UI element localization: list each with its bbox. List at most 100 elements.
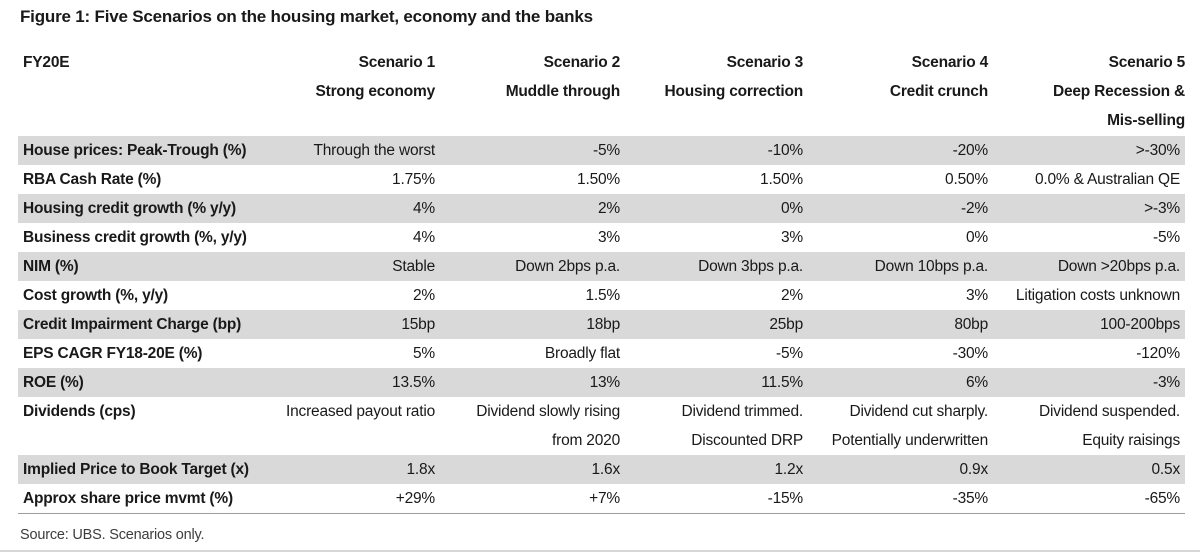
row-label: NIM (%) bbox=[23, 258, 79, 275]
cell-value: >-30% bbox=[1135, 142, 1180, 159]
cell-value: 0.50% bbox=[945, 171, 988, 188]
cell-value: 6% bbox=[965, 374, 988, 391]
table-row: ROE (%) 13.5% 13% 11.5% 6% -3% bbox=[18, 368, 1185, 397]
cell-value: 2% bbox=[412, 287, 435, 304]
cell-value: 3% bbox=[780, 229, 803, 246]
cell-value: 4% bbox=[412, 229, 435, 246]
cell-value: Dividend cut sharply. Potentially underw… bbox=[831, 403, 989, 449]
cell-value: 0% bbox=[965, 229, 988, 246]
header-cell-scenario-2: Scenario 2 Muddle through bbox=[435, 48, 620, 136]
cell-value: 13% bbox=[589, 374, 621, 391]
cell-value: 0.5x bbox=[1151, 461, 1181, 478]
cell-value: -65% bbox=[988, 484, 1185, 514]
row-label: Business credit growth (%, y/y) bbox=[23, 229, 247, 246]
cell-value: 2% bbox=[597, 200, 620, 217]
column-subtitle: Housing correction bbox=[664, 83, 804, 100]
cell-value: Broadly flat bbox=[544, 345, 620, 362]
table-header: FY20E Scenario 1 Strong economy Scenario… bbox=[18, 48, 1185, 136]
cell-value: 3% bbox=[965, 287, 988, 304]
scenario-table: FY20E Scenario 1 Strong economy Scenario… bbox=[18, 48, 1185, 514]
table-row: Credit Impairment Charge (bp) 15bp 18bp 25b… bbox=[18, 310, 1185, 339]
cell-value: 1.50% bbox=[577, 171, 620, 188]
cell-value: 25bp bbox=[769, 316, 803, 333]
cell-value: 3% bbox=[597, 229, 620, 246]
header-row: FY20E Scenario 1 Strong economy Scenario… bbox=[18, 48, 1185, 136]
column-subtitle: Credit crunch bbox=[889, 83, 988, 100]
table-body: House prices: Peak-Trough (%) Through the… bbox=[18, 136, 1185, 514]
row-label: Credit Impairment Charge (bp) bbox=[23, 316, 242, 333]
column-name: Scenario 4 bbox=[911, 54, 989, 71]
row-label: Approx share price mvmt (%) bbox=[18, 484, 250, 514]
cell-value: 1.2x bbox=[774, 461, 804, 478]
table-row: EPS CAGR FY18-20E (%) 5% Broadly flat -5% -3… bbox=[18, 339, 1185, 368]
row-label: EPS CAGR FY18-20E (%) bbox=[23, 345, 203, 362]
bottom-divider bbox=[0, 550, 1200, 552]
cell-value: 0% bbox=[780, 200, 803, 217]
cell-value: 13.5% bbox=[392, 374, 435, 391]
table-row: Implied Price to Book Target (x) 1.8x 1.6x… bbox=[18, 455, 1185, 484]
table-row: House prices: Peak-Trough (%) Through the… bbox=[18, 136, 1185, 165]
cell-value: 11.5% bbox=[761, 374, 803, 391]
cell-value: Dividend slowly rising from 2020 bbox=[476, 403, 620, 449]
row-label: Housing credit growth (% y/y) bbox=[23, 200, 236, 217]
cell-value: -30% bbox=[952, 345, 989, 362]
column-subtitle: Strong economy bbox=[315, 83, 436, 100]
table-row: Approx share price mvmt (%) +29% +7% -15% -3… bbox=[18, 484, 1185, 514]
cell-value: Stable bbox=[392, 258, 435, 275]
column-subtitle: Muddle through bbox=[505, 83, 620, 100]
cell-value: 80bp bbox=[954, 316, 988, 333]
cell-value: >-3% bbox=[1144, 200, 1180, 217]
cell-value: 1.50% bbox=[760, 171, 803, 188]
header-cell-scenario-4: Scenario 4 Credit crunch bbox=[803, 48, 988, 136]
cell-value: 1.75% bbox=[392, 171, 435, 188]
cell-value: -35% bbox=[803, 484, 988, 514]
cell-value: 0.9x bbox=[959, 461, 989, 478]
cell-value: 15bp bbox=[401, 316, 435, 333]
header-cell-scenario-5: Scenario 5 Deep Recession & Mis-selling bbox=[988, 48, 1185, 136]
source-note: Source: UBS. Scenarios only. bbox=[20, 527, 205, 543]
cell-value: -3% bbox=[1153, 374, 1180, 391]
table-row: Cost growth (%, y/y) 2% 1.5% 2% 3% Litigation… bbox=[18, 281, 1185, 310]
row-label: RBA Cash Rate (%) bbox=[23, 171, 162, 188]
column-subtitle: Deep Recession & Mis-selling bbox=[1052, 83, 1185, 129]
column-name: Scenario 5 bbox=[1108, 54, 1186, 71]
cell-value: Dividend suspended. Equity raisings bbox=[1039, 403, 1180, 449]
cell-value: 1.8x bbox=[406, 461, 436, 478]
cell-value: Down 2bps p.a. bbox=[515, 258, 620, 275]
cell-value: Down >20bps p.a. bbox=[1057, 258, 1180, 275]
cell-value: Increased payout ratio bbox=[286, 403, 435, 420]
cell-value: 1.6x bbox=[591, 461, 621, 478]
row-label: Cost growth (%, y/y) bbox=[23, 287, 168, 304]
header-cell-scenario-3: Scenario 3 Housing correction bbox=[620, 48, 804, 136]
row-label: Implied Price to Book Target (x) bbox=[23, 461, 249, 478]
row-label: Dividends (cps) bbox=[23, 403, 136, 420]
column-name: Scenario 1 bbox=[358, 54, 436, 71]
figure-title: Figure 1: Five Scenarios on the housing … bbox=[20, 7, 593, 26]
cell-value: 18bp bbox=[586, 316, 620, 333]
cell-value: Down 3bps p.a. bbox=[698, 258, 803, 275]
cell-value: -5% bbox=[776, 345, 803, 362]
table-row: NIM (%) Stable Down 2bps p.a. Down 3bps p.a… bbox=[18, 252, 1185, 281]
cell-value: -120% bbox=[1136, 345, 1180, 362]
table-row: Business credit growth (%, y/y) 4% 3% 3% 0% -… bbox=[18, 223, 1185, 252]
cell-value: -15% bbox=[620, 484, 803, 514]
row-label: ROE (%) bbox=[23, 374, 84, 391]
cell-value: Litigation costs unknown bbox=[1015, 287, 1180, 304]
cell-value: -20% bbox=[952, 142, 989, 159]
cell-value: -5% bbox=[1153, 229, 1180, 246]
cell-value: -5% bbox=[593, 142, 620, 159]
cell-value: Down 10bps p.a. bbox=[874, 258, 989, 275]
cell-value: -2% bbox=[961, 200, 988, 217]
cell-value: 5% bbox=[412, 345, 435, 362]
cell-value: 2% bbox=[780, 287, 803, 304]
table-row: Housing credit growth (% y/y) 4% 2% 0% -2% >-… bbox=[18, 194, 1185, 223]
row-label: House prices: Peak-Trough (%) bbox=[23, 142, 247, 159]
cell-value: 0.0% & Australian QE bbox=[1034, 171, 1180, 188]
cell-value: Through the worst bbox=[313, 142, 435, 159]
cell-value: -10% bbox=[767, 142, 804, 159]
header-cell-scenario-1: Scenario 1 Strong economy bbox=[250, 48, 436, 136]
corner-label: FY20E bbox=[23, 54, 70, 71]
cell-value: +7% bbox=[435, 484, 620, 514]
cell-value: Dividend trimmed. Discounted DRP bbox=[681, 403, 803, 449]
cell-value: 4% bbox=[412, 200, 435, 217]
